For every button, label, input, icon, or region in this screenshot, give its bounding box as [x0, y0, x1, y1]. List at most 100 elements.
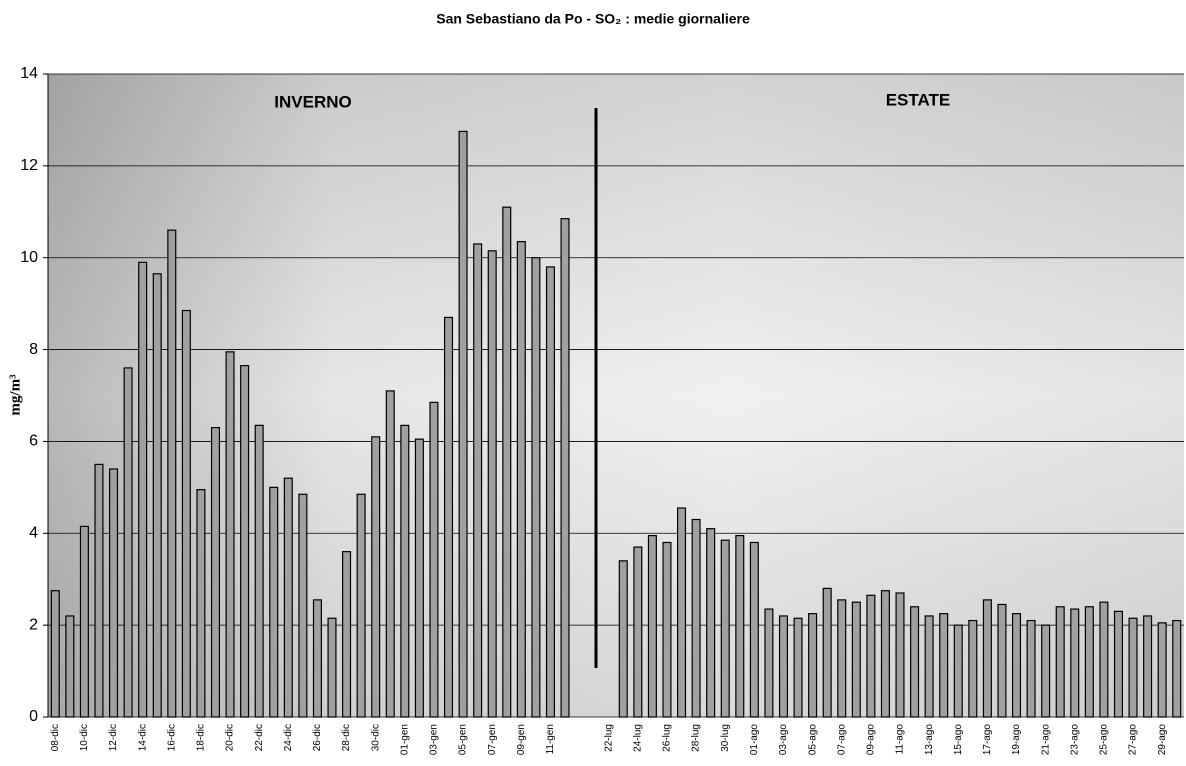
x-tick-label: 14-dic	[137, 724, 148, 751]
y-tick-label: 4	[29, 525, 38, 542]
bar	[618, 560, 628, 718]
bar	[764, 608, 774, 718]
bar	[939, 613, 949, 718]
x-tick-label: 24-dic	[283, 724, 294, 751]
y-tick-label: 6	[29, 433, 38, 450]
x-tick-label: 23-ago	[1069, 724, 1080, 756]
bar	[210, 427, 221, 718]
x-tick-label: 05-gen	[458, 724, 469, 755]
bar	[982, 599, 992, 718]
bar	[1113, 610, 1123, 718]
x-tick-label: 09-ago	[866, 724, 877, 756]
bar	[298, 493, 308, 718]
x-tick-label: 29-ago	[1157, 724, 1168, 756]
bar	[516, 241, 526, 718]
x-tick-label: 21-ago	[1040, 724, 1051, 756]
x-tick-label: 01-ago	[749, 724, 760, 756]
bar	[65, 615, 75, 718]
bar	[866, 594, 876, 718]
bar	[342, 551, 352, 718]
bar	[677, 507, 687, 718]
bar	[924, 615, 934, 718]
y-tick-label: 2	[29, 616, 38, 633]
y-tick-label: 0	[29, 708, 38, 725]
bar	[997, 603, 1007, 718]
bar	[720, 539, 730, 718]
plot-shade	[48, 74, 1184, 717]
x-tick-label: 03-gen	[429, 724, 440, 755]
x-tick-label: 03-ago	[778, 724, 789, 756]
bar	[152, 273, 162, 718]
bar	[1055, 606, 1065, 718]
bar	[167, 229, 177, 718]
x-tick-label: 07-gen	[487, 724, 498, 755]
bar	[254, 424, 264, 718]
bar	[837, 599, 847, 718]
x-tick-label: 11-ago	[895, 724, 906, 755]
bar	[851, 601, 861, 718]
bar	[1099, 601, 1109, 718]
bar	[545, 266, 555, 718]
bar	[808, 613, 818, 718]
bar	[953, 624, 963, 718]
bar	[181, 309, 191, 718]
bar	[312, 599, 322, 718]
bar	[531, 257, 541, 718]
x-tick-label: 15-ago	[953, 724, 964, 756]
x-tick-label: 13-ago	[924, 724, 935, 756]
bar	[487, 250, 497, 718]
x-tick-label: 20-dic	[225, 724, 236, 751]
bar	[400, 424, 410, 718]
bar	[968, 619, 978, 718]
bar	[910, 606, 920, 718]
annotation: ESTATE	[886, 90, 951, 109]
bar	[283, 477, 293, 718]
bar	[633, 546, 643, 718]
x-tick-label: 22-dic	[254, 724, 265, 751]
bar	[1041, 624, 1051, 718]
bar	[1172, 619, 1182, 718]
bar	[1128, 617, 1138, 718]
bar	[502, 206, 512, 718]
bar	[895, 592, 905, 718]
x-tick-label: 25-ago	[1099, 724, 1110, 756]
x-tick-label: 10-dic	[79, 724, 90, 751]
bar	[414, 438, 424, 718]
bar	[473, 243, 483, 718]
chart-title: San Sebastiano da Po - SO₂ : medie giorn…	[436, 11, 750, 27]
bar	[749, 541, 759, 718]
bar	[691, 518, 701, 718]
y-tick-label: 14	[20, 65, 38, 82]
bar	[1143, 615, 1153, 718]
bar	[109, 468, 119, 718]
bar	[240, 365, 250, 718]
y-tick-label: 10	[20, 249, 38, 266]
bar	[94, 463, 104, 718]
bar	[706, 528, 716, 718]
bar	[662, 541, 672, 718]
annotation: INVERNO	[274, 92, 351, 111]
x-tick-label: 30-lug	[720, 724, 731, 752]
bar	[735, 534, 745, 718]
x-tick-label: 27-ago	[1128, 724, 1139, 756]
bar	[196, 489, 206, 718]
x-tick-label: 07-ago	[836, 724, 847, 756]
x-tick-label: 22-lug	[603, 724, 614, 752]
bar	[1157, 622, 1167, 718]
bar	[647, 534, 657, 718]
y-tick-label: 12	[20, 157, 38, 174]
x-tick-label: 12-dic	[108, 724, 119, 751]
bar	[793, 617, 803, 718]
x-tick-label: 08-dic	[50, 724, 61, 751]
bar	[443, 316, 454, 718]
x-tick-label: 16-dic	[166, 724, 177, 751]
bar	[560, 218, 570, 718]
x-tick-label: 01-gen	[399, 724, 410, 755]
bar	[1011, 613, 1022, 718]
x-tick-label: 18-dic	[196, 724, 207, 751]
y-tick-label: 8	[29, 341, 38, 358]
bar	[327, 617, 337, 718]
bar	[1084, 606, 1094, 718]
bar	[138, 261, 148, 718]
